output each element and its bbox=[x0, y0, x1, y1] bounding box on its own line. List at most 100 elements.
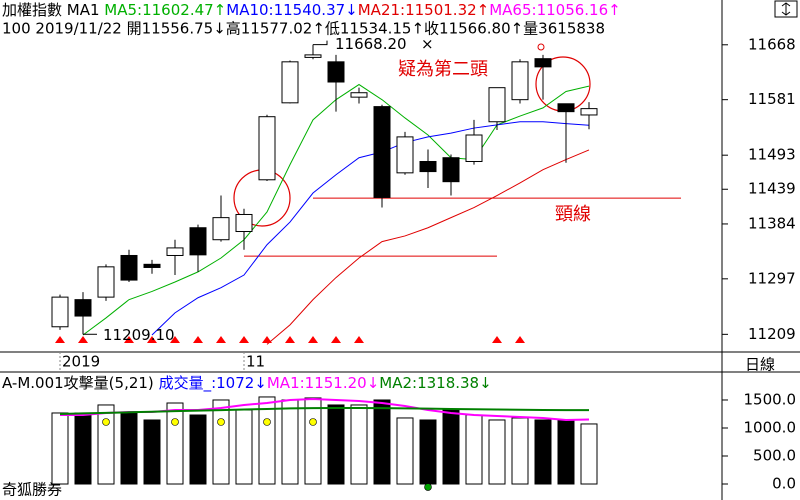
y-tick-label: 11493 bbox=[748, 146, 796, 164]
x-tick-label: 11 bbox=[246, 353, 265, 371]
header-item: MA65:11056.16↑ bbox=[489, 1, 620, 19]
y-tick-label: 11209 bbox=[748, 325, 796, 343]
signal-dot bbox=[102, 418, 110, 426]
y-tick-label: 11384 bbox=[748, 214, 796, 232]
ma-line bbox=[151, 121, 590, 336]
header-item: MA2:1318.38↓ bbox=[379, 374, 491, 392]
candle-body bbox=[258, 116, 276, 181]
signal-dot bbox=[309, 418, 317, 426]
candle-body bbox=[442, 157, 460, 183]
volume-bar bbox=[511, 417, 529, 485]
volume-bar bbox=[97, 404, 115, 485]
y-tick-label: 1000.0 bbox=[744, 418, 797, 436]
volume-bar bbox=[350, 404, 368, 485]
candle-body bbox=[511, 61, 529, 101]
signal-marker bbox=[216, 336, 226, 343]
candle-body bbox=[373, 106, 391, 198]
volume-bar bbox=[258, 396, 276, 485]
period-label: 日線 bbox=[745, 356, 775, 374]
volume-bar bbox=[396, 417, 414, 485]
high-label: 11668.20 bbox=[335, 35, 407, 53]
signal-marker bbox=[354, 336, 364, 343]
candle-body bbox=[580, 108, 598, 116]
volume-bar bbox=[51, 412, 69, 485]
candle-body bbox=[557, 103, 575, 113]
peak-marker bbox=[537, 43, 545, 51]
volume-bar bbox=[488, 419, 506, 485]
header-item: 加權指數 MA1 bbox=[2, 1, 104, 19]
volume-header: A-M.001攻擊量(5,21) 成交量_:1072↓MA1:1151.20↓M… bbox=[2, 374, 492, 393]
volume-ma-line bbox=[59, 406, 590, 415]
volume-bar bbox=[166, 402, 184, 485]
high-pointer bbox=[313, 40, 328, 46]
signal-marker bbox=[239, 336, 249, 343]
header-item: 成交量_:1072↓ bbox=[159, 374, 267, 393]
header-item: MA21:11501.32↑ bbox=[358, 1, 489, 19]
signal-marker bbox=[308, 336, 318, 343]
volume-bar bbox=[327, 404, 345, 485]
annotation: 疑為第二頭 bbox=[398, 59, 488, 80]
signal-marker bbox=[262, 336, 272, 343]
candle-body bbox=[212, 217, 230, 241]
signal-marker bbox=[170, 336, 180, 343]
candle-body bbox=[304, 54, 322, 58]
candle-body bbox=[488, 87, 506, 123]
annotation: 頸線 bbox=[555, 204, 591, 225]
header-item: MA5:11602.47↑ bbox=[104, 1, 226, 19]
high-cross: × bbox=[421, 35, 434, 53]
volume-bar bbox=[212, 399, 230, 485]
signal-marker bbox=[78, 336, 88, 343]
candle-body bbox=[534, 58, 552, 68]
candle-body bbox=[97, 266, 115, 298]
volume-bar bbox=[557, 419, 575, 485]
volume-bar bbox=[419, 419, 437, 485]
y-tick-label: 11668 bbox=[748, 35, 796, 53]
candle-body bbox=[327, 61, 345, 83]
volume-bar bbox=[74, 412, 92, 485]
volume-bar bbox=[120, 412, 138, 485]
signal-dot bbox=[263, 418, 271, 426]
candle-body bbox=[120, 254, 138, 281]
signal-marker bbox=[55, 336, 65, 343]
volume-bar bbox=[281, 399, 299, 485]
candle-body bbox=[350, 92, 368, 98]
y-tick-label: 11439 bbox=[748, 180, 796, 198]
header-item: A-M.001攻擊量(5,21) bbox=[2, 374, 159, 392]
candle-body bbox=[465, 134, 483, 162]
volume-bar bbox=[143, 419, 161, 485]
candle-body bbox=[189, 227, 207, 256]
scale-icon-arrows bbox=[781, 2, 791, 16]
y-tick-label: 500.0 bbox=[753, 446, 796, 464]
signal-marker bbox=[492, 336, 502, 343]
low-label: 11209.10 bbox=[103, 326, 175, 344]
volume-bar bbox=[189, 414, 207, 485]
signal-dot bbox=[171, 418, 179, 426]
candle-body bbox=[419, 160, 437, 173]
signal-marker bbox=[193, 336, 203, 343]
candle-body bbox=[74, 299, 92, 317]
info-line: 100 2019/11/22 開11556.75↓高11577.02↑低1153… bbox=[2, 20, 605, 38]
y-tick-label: 11581 bbox=[748, 90, 796, 108]
candle-body bbox=[143, 263, 161, 268]
candle-body bbox=[166, 247, 184, 256]
header: 加權指數 MA1 MA5:11602.47↑MA10:11540.37↓MA21… bbox=[2, 1, 621, 19]
footer: 奇狐勝券 bbox=[2, 481, 62, 499]
volume-bar bbox=[304, 397, 322, 485]
signal-marker bbox=[515, 336, 525, 343]
ma-line bbox=[266, 149, 590, 345]
signal-marker bbox=[331, 336, 341, 343]
volume-bar bbox=[580, 423, 598, 485]
signal-dot bbox=[424, 483, 432, 491]
header-item: MA10:11540.37↓ bbox=[226, 1, 357, 19]
volume-bar bbox=[465, 414, 483, 485]
y-tick-label: 11297 bbox=[748, 269, 796, 287]
candle-body bbox=[281, 61, 299, 104]
candle-body bbox=[235, 213, 253, 233]
volume-bar bbox=[442, 409, 460, 485]
signal-marker bbox=[124, 336, 134, 343]
volume-bar bbox=[235, 409, 253, 485]
signal-marker bbox=[147, 336, 157, 343]
signal-marker bbox=[285, 336, 295, 343]
volume-bar bbox=[373, 399, 391, 485]
